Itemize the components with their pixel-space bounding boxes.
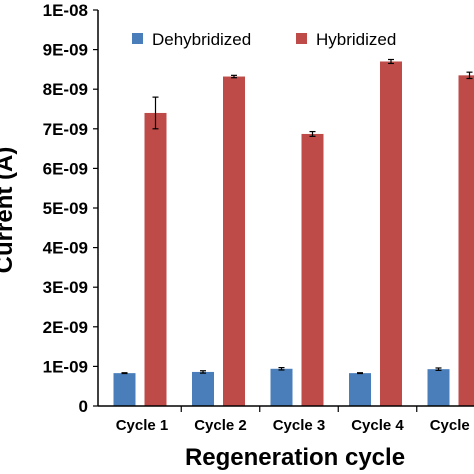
legend-label-hybridized: Hybridized bbox=[316, 30, 396, 49]
y-tick-label: 3E-09 bbox=[43, 278, 88, 297]
x-tick-label: Cycle 1 bbox=[116, 417, 169, 434]
x-tick-label: Cycle 5 bbox=[430, 417, 474, 434]
y-tick-label: 5E-09 bbox=[43, 199, 88, 218]
legend-swatch-hybridized bbox=[296, 33, 307, 44]
y-tick-label: 1E-09 bbox=[43, 357, 88, 376]
bar-hybridized bbox=[380, 61, 402, 406]
y-tick-label: 9E-09 bbox=[43, 41, 88, 60]
y-tick-label: 0 bbox=[79, 397, 88, 416]
y-tick-label: 4E-09 bbox=[43, 239, 88, 258]
bar-hybridized bbox=[144, 112, 167, 407]
bar-dehybridized bbox=[349, 373, 371, 406]
y-tick-label: 6E-09 bbox=[43, 159, 88, 178]
bar-hybridized bbox=[458, 75, 474, 406]
y-tick-label: 7E-09 bbox=[43, 120, 88, 139]
x-axis-title: Regeneration cycle bbox=[185, 444, 405, 471]
x-tick-label: Cycle 4 bbox=[351, 417, 404, 434]
bar-dehybridized bbox=[270, 368, 293, 406]
y-tick-labels: 0 1E-09 2E-09 3E-09 4E-09 5E-09 6E-09 7E-09 8E-0… bbox=[43, 1, 98, 416]
bar-hybridized bbox=[301, 133, 324, 406]
x-tick-label: Cycle 3 bbox=[273, 417, 326, 434]
y-tick-label: 2E-09 bbox=[43, 318, 88, 337]
bars bbox=[113, 58, 474, 407]
legend-swatch-dehybridized bbox=[132, 33, 143, 44]
bar-dehybridized bbox=[113, 373, 136, 406]
y-tick-label: 8E-09 bbox=[43, 80, 88, 99]
legend-label-dehybridized: Dehybridized bbox=[152, 30, 251, 49]
y-tick-label: 1E-08 bbox=[43, 1, 88, 20]
x-tick-labels: Cycle 1 Cycle 2 Cycle 3 Cycle 4 Cycle 5 bbox=[116, 406, 474, 434]
x-tick-label: Cycle 2 bbox=[194, 417, 247, 434]
bar-dehybridized bbox=[192, 371, 214, 406]
legend: Dehybridized Hybridized bbox=[132, 30, 396, 49]
bar-dehybridized bbox=[427, 369, 450, 406]
y-axis-title: Current (A) bbox=[0, 147, 18, 274]
bar-hybridized bbox=[223, 76, 245, 406]
